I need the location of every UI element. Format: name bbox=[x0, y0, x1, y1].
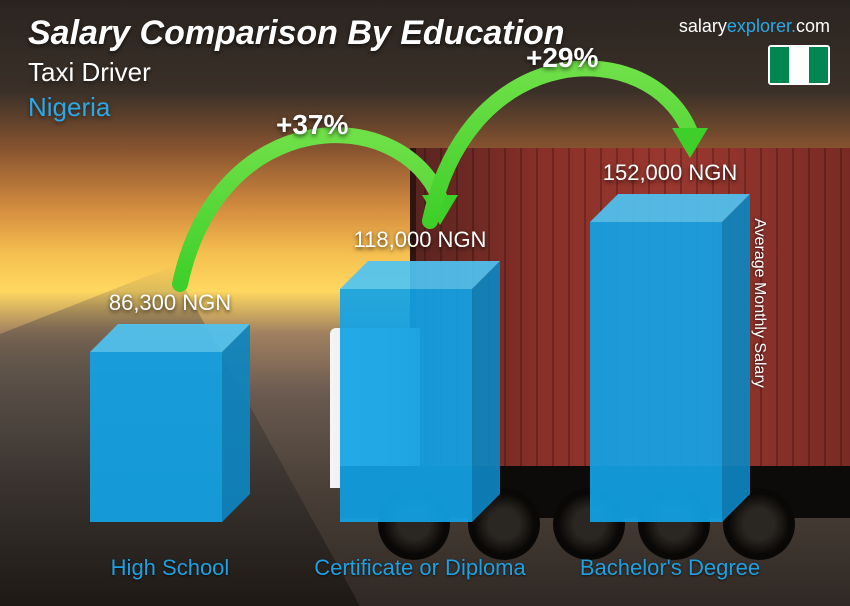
increase-label: +29% bbox=[526, 42, 598, 74]
bar bbox=[90, 324, 250, 522]
bar-label: High School bbox=[60, 555, 280, 580]
chart-area: 86,300 NGNHigh School118,000 NGNCertific… bbox=[60, 138, 780, 578]
increase-label: +37% bbox=[276, 109, 348, 141]
bar-label: Bachelor's Degree bbox=[560, 555, 780, 580]
flag-nigeria-icon bbox=[768, 45, 830, 85]
increase-arc: +29% bbox=[406, 12, 714, 261]
bar-label: Certificate or Diploma bbox=[310, 555, 530, 580]
